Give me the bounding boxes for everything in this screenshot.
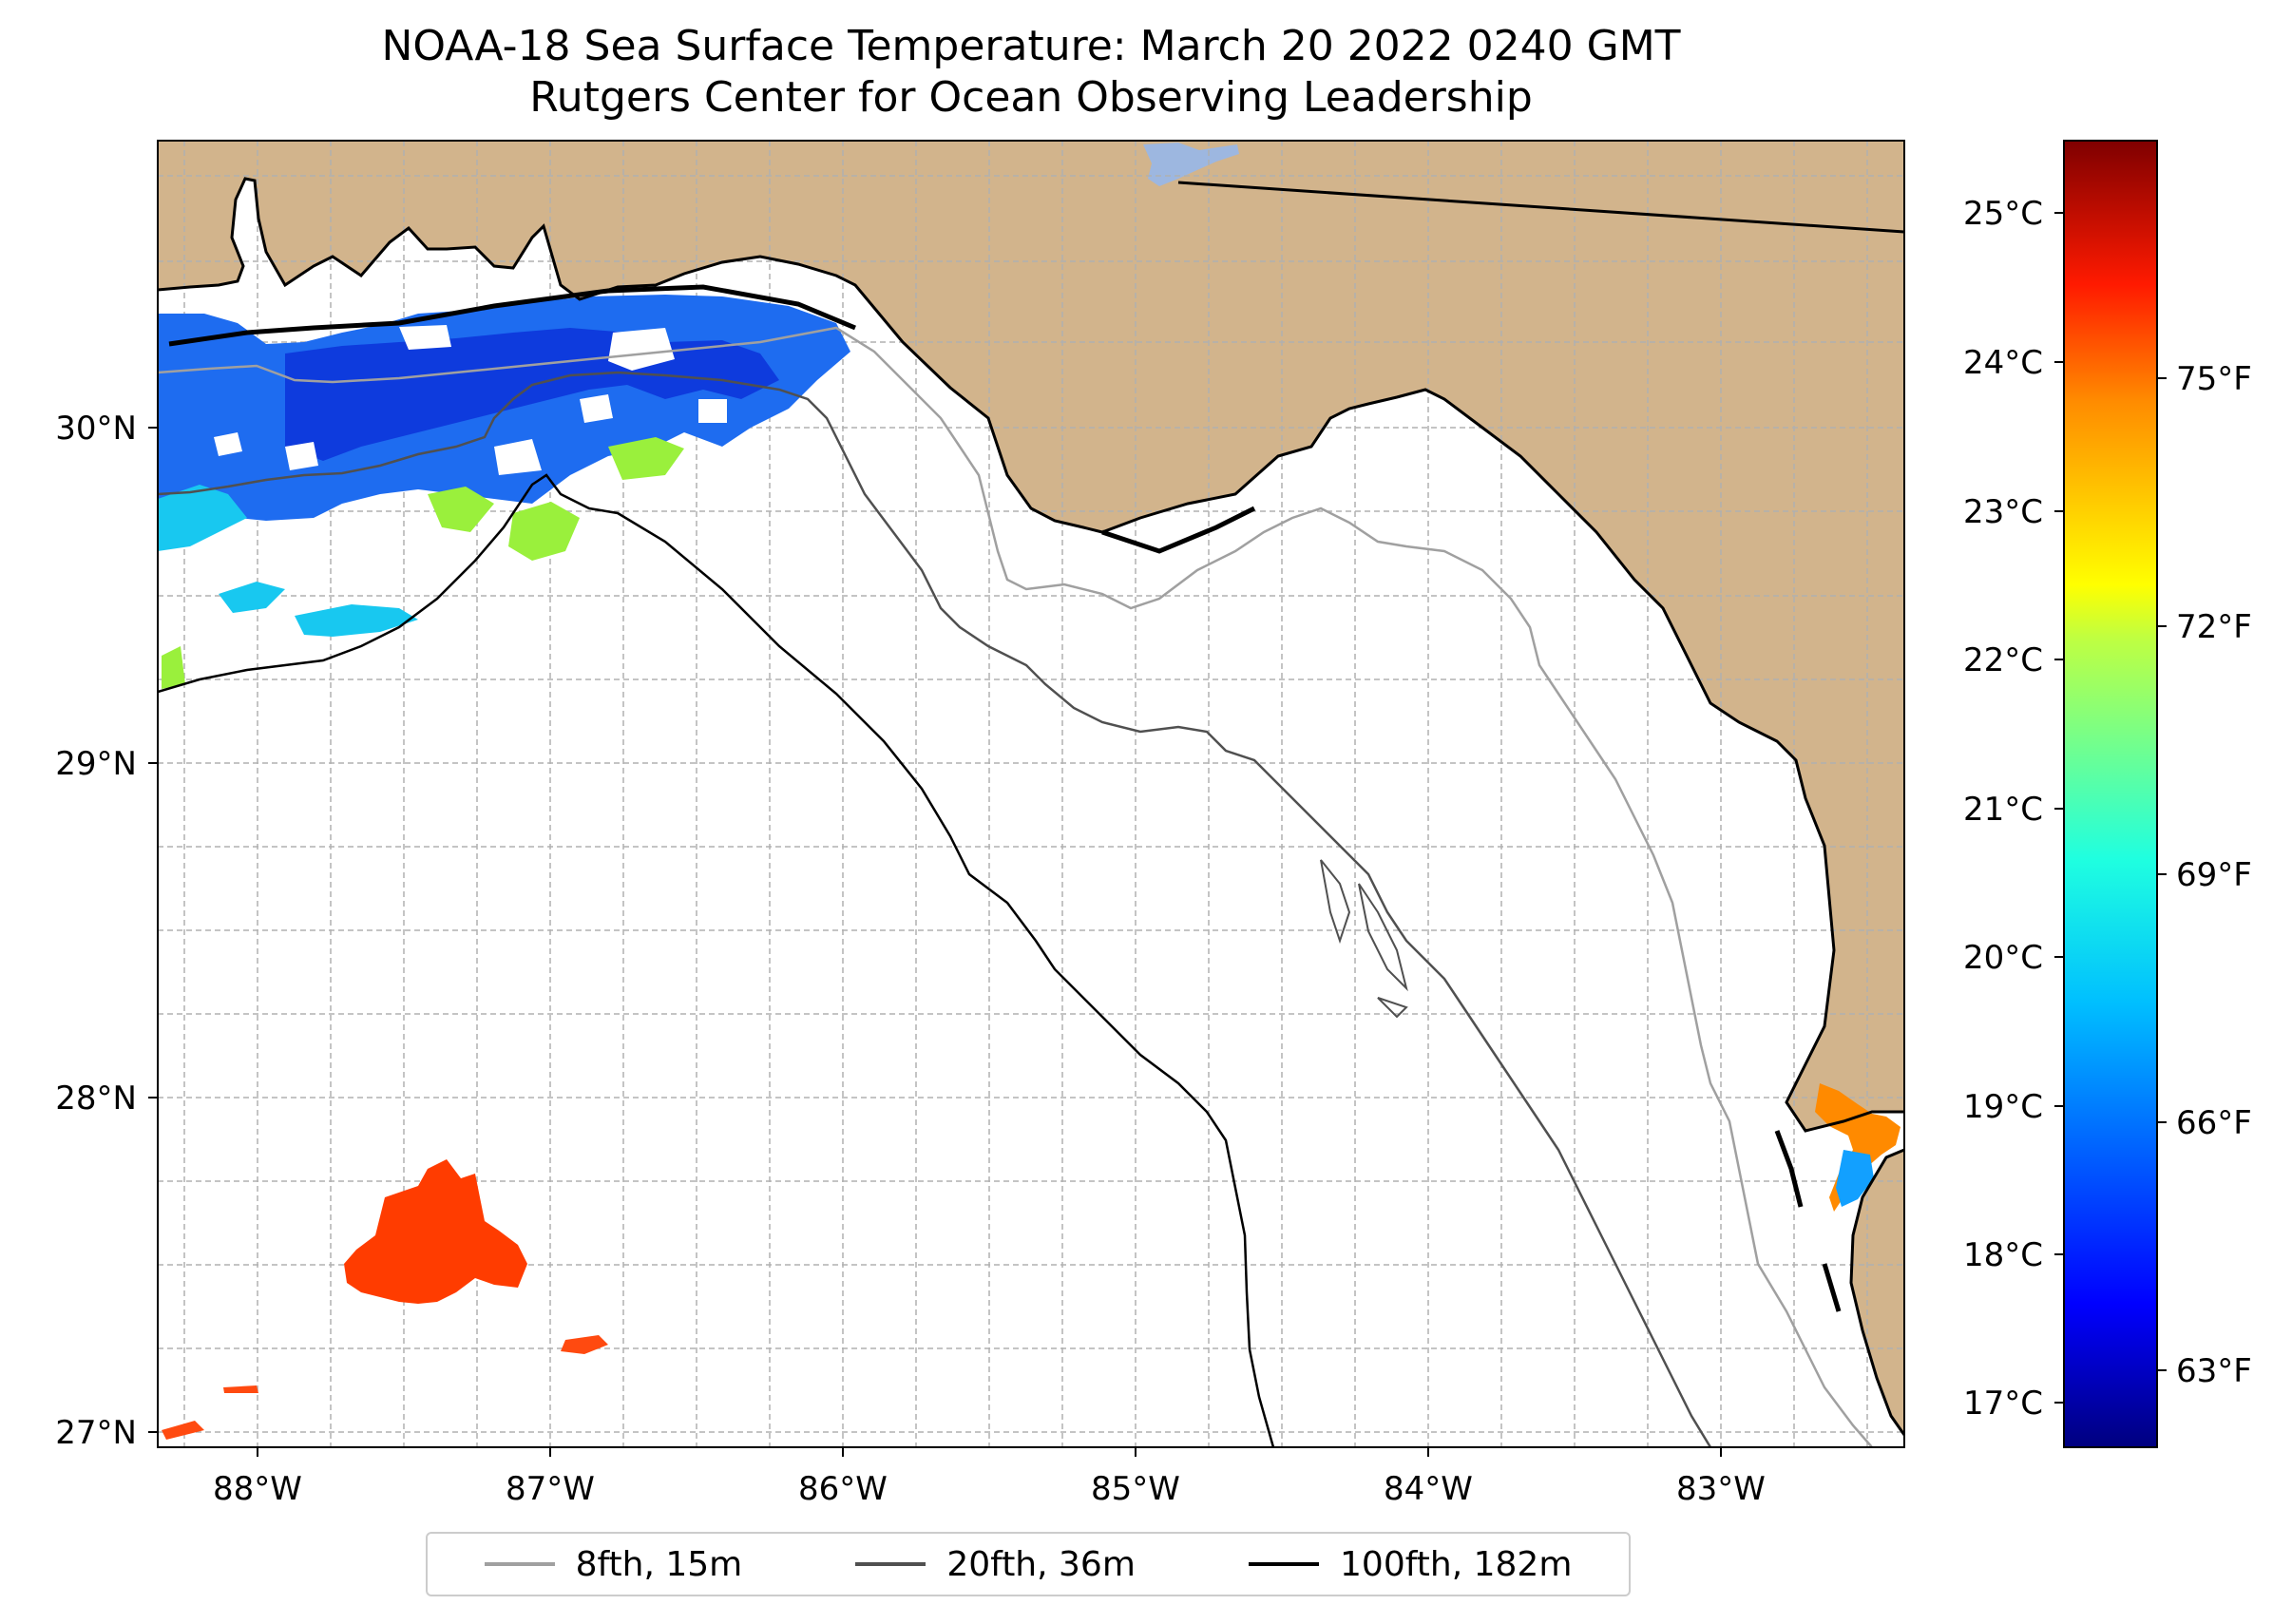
cloud-gaps (214, 325, 727, 475)
lat-tick-marks (148, 427, 158, 1433)
legend-item-8fth: 8fth, 15m (484, 1544, 743, 1584)
fahrenheit-label-69: 69°F (2176, 856, 2252, 894)
lon-label-83: 83°W (1676, 1470, 1766, 1508)
lat-label-27: 27°N (55, 1414, 137, 1452)
fahrenheit-label-66: 66°F (2176, 1104, 2252, 1142)
celsius-label-19: 19°C (1963, 1088, 2043, 1126)
lon-label-88: 88°W (213, 1470, 302, 1508)
legend-item-20fth: 20fth, 36m (855, 1545, 1136, 1584)
barrier-islands (168, 284, 1842, 1312)
legend-label-20fth: 20fth, 36m (946, 1544, 1136, 1584)
legend-label-100fth: 100fth, 182m (1340, 1544, 1573, 1584)
sst-patch-tampa (1815, 1083, 1900, 1212)
sst-patch-offshore-red-2 (162, 1335, 608, 1440)
contour-20fth-islands (1320, 859, 1408, 1019)
sst-patch-tampa-blue (1836, 1150, 1874, 1207)
celsius-label-21: 21°C (1963, 791, 2043, 829)
coastline (158, 177, 1904, 1133)
celsius-label-24: 24°C (1963, 344, 2043, 382)
celsius-label-25: 25°C (1963, 195, 2043, 233)
land-area (158, 141, 1904, 1435)
sst-patch-coastal-green (162, 437, 684, 689)
contour-20fth (158, 371, 1712, 1447)
lat-label-29: 29°N (55, 745, 137, 783)
lon-label-84: 84°W (1384, 1470, 1473, 1508)
contour-8fth (158, 326, 1873, 1447)
lon-label-85: 85°W (1091, 1470, 1180, 1508)
colorbar (2063, 140, 2158, 1448)
lon-tick-marks (257, 1447, 1722, 1457)
map-frame (157, 140, 1905, 1448)
lon-label-86: 86°W (798, 1470, 888, 1508)
lat-label-30: 30°N (55, 410, 137, 448)
coastline-west-fl (1849, 1148, 1904, 1436)
title-line-1: NOAA-18 Sea Surface Temperature: March 2… (381, 22, 1681, 70)
contour-100fth (158, 473, 1275, 1447)
chart-title: NOAA-18 Sea Surface Temperature: March 2… (0, 21, 2062, 124)
celsius-label-20: 20°C (1963, 939, 2043, 977)
sst-patch-offshore-red (344, 1159, 527, 1304)
fahrenheit-label-63: 63°F (2176, 1352, 2252, 1390)
celsius-tick-marks (2054, 212, 2064, 1404)
fahrenheit-label-75: 75°F (2176, 360, 2252, 398)
fahrenheit-label-72: 72°F (2176, 608, 2252, 646)
celsius-label-17: 17°C (1963, 1385, 2043, 1423)
celsius-label-23: 23°C (1963, 493, 2043, 531)
legend-swatch-20fth (855, 1562, 926, 1566)
celsius-label-18: 18°C (1963, 1236, 2043, 1274)
title-line-2: Rutgers Center for Ocean Observing Leade… (529, 73, 1533, 122)
legend-swatch-100fth (1249, 1562, 1320, 1566)
fahrenheit-tick-marks (2157, 377, 2167, 1371)
celsius-label-22: 22°C (1963, 641, 2043, 679)
contour-legend: 8fth, 15m 20fth, 36m 100fth, 182m (426, 1532, 1631, 1596)
legend-item-100fth: 100fth, 182m (1249, 1545, 1572, 1584)
lat-label-28: 28°N (55, 1079, 137, 1118)
state-border (1177, 181, 1904, 234)
legend-swatch-8fth (484, 1562, 555, 1566)
sst-patch-coastal-cyan (158, 485, 418, 637)
legend-label-8fth: 8fth, 15m (575, 1544, 743, 1584)
lon-label-87: 87°W (506, 1470, 595, 1508)
